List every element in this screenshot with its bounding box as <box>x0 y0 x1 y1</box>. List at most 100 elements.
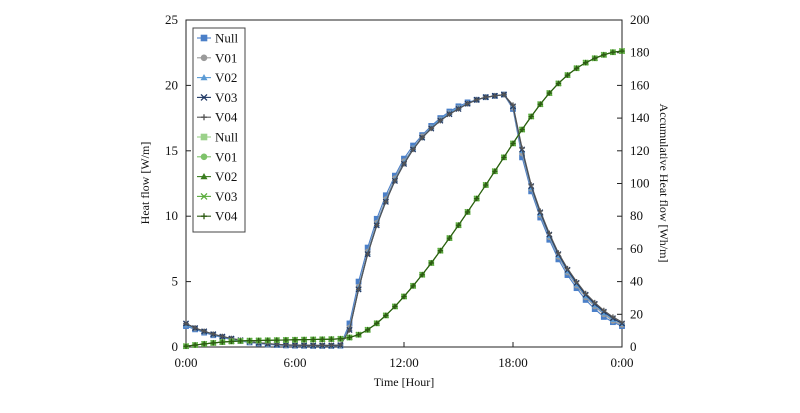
legend-entry: Null <box>197 31 239 46</box>
data-point-plus <box>328 342 334 348</box>
y2-tick-label: 100 <box>630 176 650 191</box>
series-layer <box>182 47 626 350</box>
data-point-plus <box>283 342 289 348</box>
data-point-plus <box>410 146 416 153</box>
data-point-plus <box>292 342 298 348</box>
data-point-plus <box>483 94 489 100</box>
data-point-plus <box>365 327 371 333</box>
data-point-plus <box>219 333 225 340</box>
legend-label: V02 <box>215 70 237 85</box>
data-point-plus <box>428 125 434 132</box>
legend-entry: V02 <box>197 169 237 184</box>
data-point-plus <box>337 336 344 342</box>
legend-label: V01 <box>215 149 237 164</box>
data-point-plus <box>310 336 316 343</box>
data-point-plus <box>437 118 443 124</box>
y2-tick-label: 0 <box>630 339 637 354</box>
data-point-plus <box>528 113 534 120</box>
data-point-plus <box>564 265 571 272</box>
data-point-plus <box>401 161 407 167</box>
x-tick-label: 0:00 <box>174 355 197 370</box>
data-point-plus <box>573 65 580 71</box>
data-point-plus <box>610 314 616 320</box>
data-point-plus <box>537 101 543 107</box>
data-point-plus <box>501 154 507 160</box>
data-point-plus <box>546 230 552 236</box>
data-point-plus <box>237 338 244 344</box>
data-point-circle <box>200 54 208 62</box>
y2-tick-label: 200 <box>630 12 650 27</box>
data-point-plus <box>564 72 571 78</box>
data-point-x <box>200 192 208 200</box>
y2-tick-label: 40 <box>630 274 643 289</box>
data-point-plus <box>519 145 525 151</box>
data-point-plus <box>419 272 425 278</box>
y-tick-label: 15 <box>165 143 178 158</box>
data-point-plus <box>274 337 280 343</box>
data-point-plus <box>501 91 507 98</box>
right-axis-ticks: 0 20 40 60 80 100 120 140 160 180 200 <box>617 12 650 354</box>
legend-label: V01 <box>215 50 237 65</box>
y2-axis-title: Accumulative Heat flow [Wh/m] <box>657 104 671 263</box>
data-point-plus <box>392 303 398 310</box>
data-point-plus <box>355 286 362 293</box>
data-point-plus <box>210 331 216 337</box>
data-point-plus <box>201 213 207 220</box>
legend-label: Null <box>215 130 239 145</box>
y-axis-title: Heat flow [W/m] <box>138 142 152 225</box>
data-point-plus <box>555 250 562 256</box>
y2-tick-label: 80 <box>630 208 643 223</box>
data-point-plus <box>601 307 607 313</box>
data-point-plus <box>183 320 189 327</box>
data-point-plus <box>510 102 516 108</box>
data-point-plus <box>492 168 498 174</box>
data-point-plus <box>474 97 480 103</box>
data-point-plus <box>592 299 598 306</box>
data-point-triangle <box>200 172 208 180</box>
data-point-plus <box>419 135 425 141</box>
data-point-plus <box>201 328 207 334</box>
y-tick-label: 5 <box>172 274 179 289</box>
data-point-plus <box>192 325 198 331</box>
data-point-plus <box>555 80 562 87</box>
data-point-plus <box>573 279 580 285</box>
data-point-plus <box>310 342 316 348</box>
data-point-plus <box>383 312 389 319</box>
data-point-plus <box>428 260 434 266</box>
legend: Null V01 V02 V03 V04 Null V01 V02 V03 V04 <box>192 27 246 233</box>
data-point-plus <box>256 337 262 344</box>
data-point-plus <box>265 337 271 343</box>
data-point-plus <box>537 208 543 214</box>
x-tick-label: 18:00 <box>498 355 528 370</box>
legend-entry: V03 <box>197 189 237 204</box>
data-point-square <box>200 34 208 42</box>
data-point-plus <box>292 337 298 343</box>
legend-label: V03 <box>215 189 237 204</box>
series-right-v04 <box>183 48 625 349</box>
data-point-plus <box>355 332 362 338</box>
data-point-plus <box>464 101 471 107</box>
data-point-plus <box>365 251 371 257</box>
data-point-plus <box>183 343 189 349</box>
data-point-plus <box>192 342 198 348</box>
data-point-plus <box>592 55 598 61</box>
data-point-plus <box>619 319 625 325</box>
data-point-plus <box>201 114 207 121</box>
y-tick-label: 0 <box>172 339 179 354</box>
data-point-plus <box>346 334 353 341</box>
data-point-plus <box>337 342 344 348</box>
data-point-plus <box>510 140 516 147</box>
data-point-plus <box>201 341 207 347</box>
data-point-plus <box>619 48 625 54</box>
x-axis-ticks: 0:00 6:00 12:00 18:00 0:00 <box>174 342 634 370</box>
legend-entry: V02 <box>197 70 237 85</box>
data-point-plus <box>383 199 389 205</box>
legend-entry: V03 <box>197 90 237 105</box>
data-point-plus <box>483 182 489 188</box>
y2-tick-label: 20 <box>630 306 643 321</box>
legend-entry: Null <box>197 130 239 145</box>
data-point-plus <box>528 182 534 188</box>
data-point-plus <box>346 327 353 333</box>
